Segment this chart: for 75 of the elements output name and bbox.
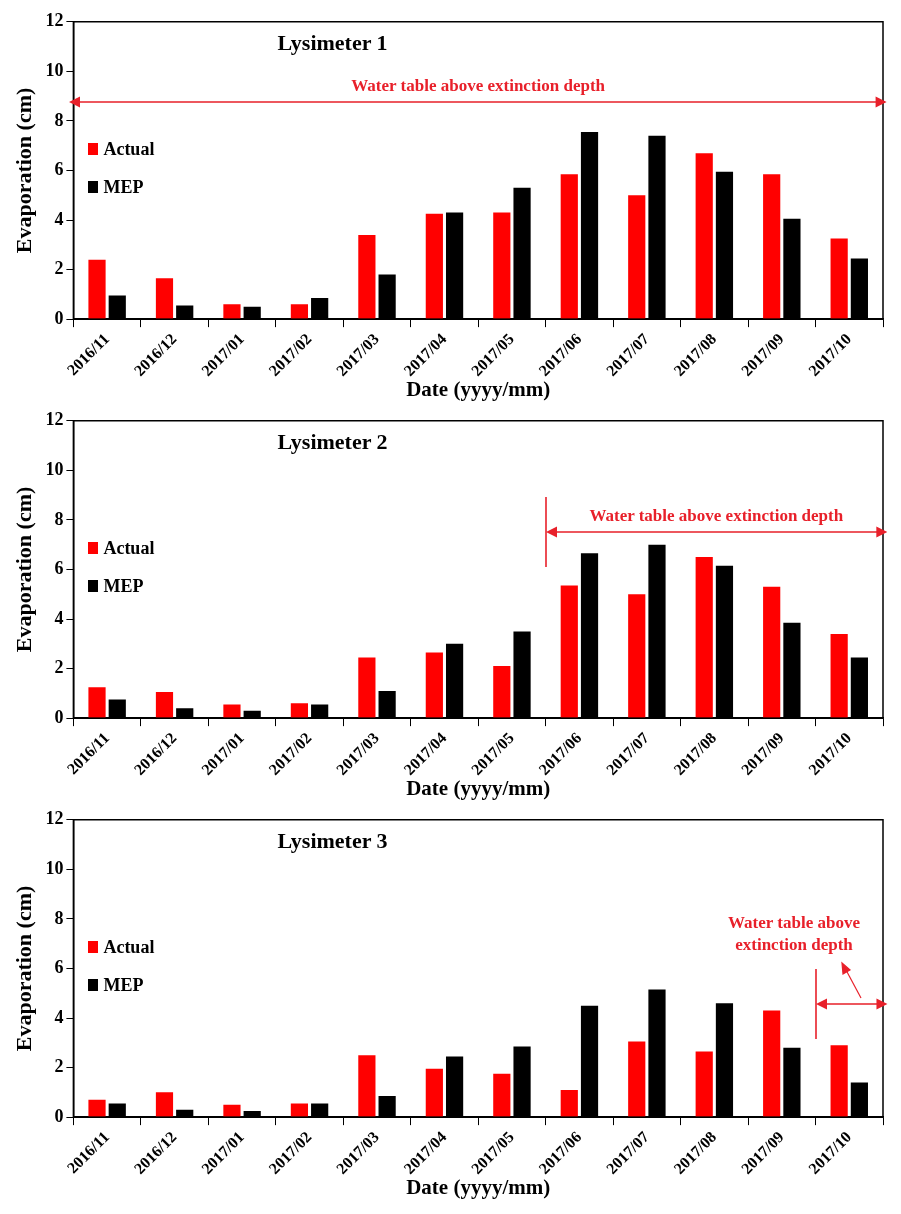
annotation: Water table above extinction depth xyxy=(350,75,607,98)
annotation: Water table above extinction depth xyxy=(588,505,845,528)
bar xyxy=(628,1041,646,1117)
bar xyxy=(628,195,646,319)
bar xyxy=(830,633,848,718)
y-tick-label: 0 xyxy=(54,307,64,328)
x-axis-title: Date (yyyy/mm) xyxy=(406,376,551,401)
bar xyxy=(88,1099,106,1117)
bar xyxy=(695,153,713,319)
bar xyxy=(830,238,848,319)
y-tick-label: 8 xyxy=(54,508,64,529)
bar xyxy=(763,174,781,319)
bar xyxy=(830,1045,848,1117)
bar xyxy=(560,1089,578,1117)
y-tick-label: 4 xyxy=(54,1006,64,1027)
bar xyxy=(290,703,309,718)
chart-title: Lysimeter 1 xyxy=(277,29,388,56)
y-tick-label: 6 xyxy=(54,159,64,180)
y-tick-label: 6 xyxy=(54,558,64,579)
bar xyxy=(223,304,241,319)
bar xyxy=(223,704,241,718)
y-tick-label: 8 xyxy=(54,109,64,130)
y-axis-title: Evaporation (cm) xyxy=(10,885,36,1052)
y-tick-label: 2 xyxy=(54,1056,64,1077)
bar xyxy=(88,687,106,718)
y-tick-label: 2 xyxy=(54,657,64,678)
bar xyxy=(695,557,713,718)
y-axis-title: Evaporation (cm) xyxy=(10,87,36,254)
bar xyxy=(493,1073,511,1117)
bar xyxy=(358,1055,376,1117)
y-tick-label: 4 xyxy=(54,208,64,229)
legend-label: MEP xyxy=(103,176,144,198)
y-tick-label: 2 xyxy=(54,258,64,279)
bar xyxy=(223,1104,241,1117)
bar xyxy=(155,278,174,319)
legend-label: MEP xyxy=(103,575,144,597)
y-axis-title: Evaporation (cm) xyxy=(10,486,36,653)
bar xyxy=(493,666,511,718)
y-tick-label: 0 xyxy=(54,706,64,727)
y-tick-label: 10 xyxy=(45,858,64,879)
bar xyxy=(358,657,376,718)
bar xyxy=(425,213,443,319)
bar xyxy=(425,1068,443,1117)
legend-label: Actual xyxy=(103,138,155,160)
legend-label: MEP xyxy=(103,974,144,996)
y-tick-label: 8 xyxy=(54,907,64,928)
bar xyxy=(88,259,106,319)
legend-label: Actual xyxy=(103,537,155,559)
bar xyxy=(358,234,376,319)
bar xyxy=(425,652,443,718)
bar xyxy=(155,1092,174,1117)
y-tick-label: 0 xyxy=(54,1105,64,1126)
bar xyxy=(493,212,511,319)
bar xyxy=(763,1010,781,1117)
y-tick-label: 12 xyxy=(45,409,64,430)
chart-title: Lysimeter 3 xyxy=(277,827,388,854)
bar xyxy=(155,692,174,718)
chart-title: Lysimeter 2 xyxy=(277,428,388,455)
bar xyxy=(290,1103,309,1117)
bar xyxy=(763,586,781,718)
y-tick-label: 6 xyxy=(54,957,64,978)
bar xyxy=(290,304,309,319)
bar xyxy=(560,585,578,718)
bar xyxy=(628,594,646,718)
x-axis-title: Date (yyyy/mm) xyxy=(406,775,551,800)
x-axis-title: Date (yyyy/mm) xyxy=(406,1174,551,1199)
legend-label: Actual xyxy=(103,936,155,958)
y-tick-label: 12 xyxy=(45,10,64,31)
bar xyxy=(560,174,578,319)
y-tick-label: 10 xyxy=(45,459,64,480)
y-tick-label: 4 xyxy=(54,607,64,628)
bar xyxy=(695,1051,713,1117)
annotation: Water table above extinction depth xyxy=(727,912,861,957)
y-tick-label: 10 xyxy=(45,60,64,81)
y-tick-label: 12 xyxy=(45,808,64,829)
